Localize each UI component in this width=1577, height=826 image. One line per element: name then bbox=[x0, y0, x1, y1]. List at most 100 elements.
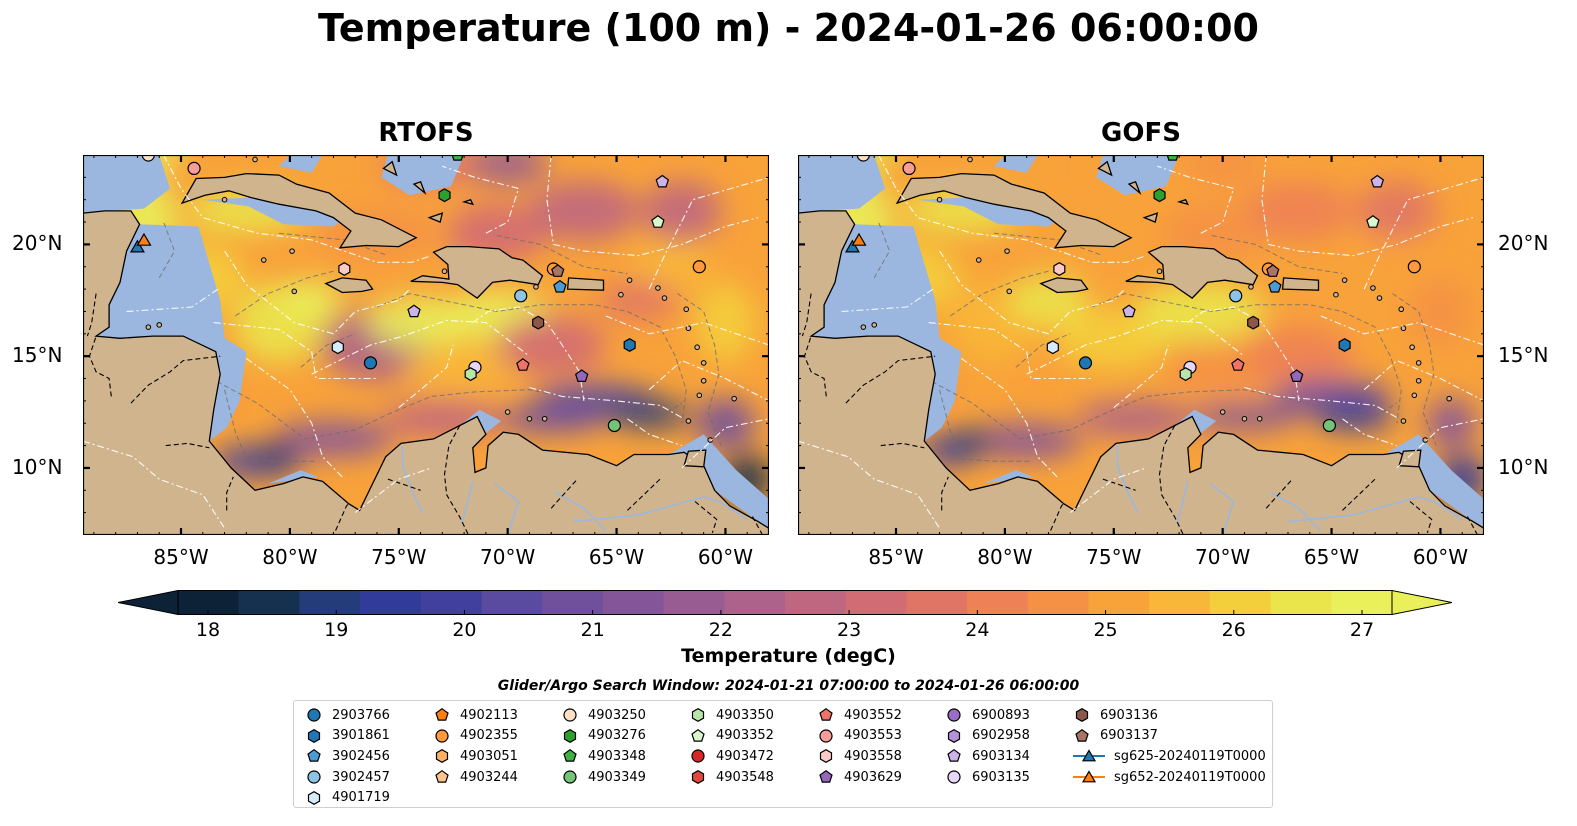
legend-item[interactable]: 4903558 bbox=[816, 746, 902, 767]
legend-marker-shape[interactable] bbox=[819, 708, 833, 721]
legend-marker-shape[interactable] bbox=[307, 728, 321, 743]
legend-marker-shape[interactable] bbox=[1081, 749, 1097, 762]
float-marker-4901719[interactable] bbox=[331, 340, 344, 355]
float-marker-4902355[interactable] bbox=[1407, 260, 1421, 274]
legend-item[interactable]: 4903629 bbox=[816, 767, 902, 788]
float-marker-3902457[interactable] bbox=[514, 289, 528, 303]
float-marker-3902456[interactable] bbox=[553, 279, 567, 293]
legend-item[interactable]: 4903350 bbox=[688, 705, 774, 726]
legend-item[interactable]: 4903553 bbox=[816, 726, 902, 747]
legend-item[interactable]: 3902456 bbox=[304, 746, 390, 767]
float-marker-3902456[interactable] bbox=[1268, 279, 1282, 293]
legend-marker-shape[interactable] bbox=[563, 770, 577, 784]
legend-marker-shape[interactable] bbox=[691, 770, 705, 785]
float-marker-2903766[interactable] bbox=[363, 356, 378, 370]
float-marker-6903137[interactable] bbox=[1266, 264, 1280, 277]
float-marker-4903250[interactable] bbox=[856, 155, 870, 162]
float-marker-sg625-20240119T0000[interactable] bbox=[844, 239, 860, 253]
legend-item[interactable]: 6900893 bbox=[944, 705, 1030, 726]
float-marker-4903552[interactable] bbox=[516, 358, 530, 371]
legend-marker-shape[interactable] bbox=[1075, 728, 1089, 742]
legend-item[interactable]: 4903051 bbox=[432, 746, 518, 767]
legend-item[interactable]: 6903135 bbox=[944, 767, 1030, 788]
float-marker-sg652-20240119T0000[interactable] bbox=[136, 232, 152, 246]
float-marker-6903136[interactable] bbox=[1247, 315, 1260, 330]
legend-marker-shape[interactable] bbox=[307, 749, 321, 763]
legend-marker-shape[interactable] bbox=[307, 708, 321, 722]
float-marker-3902457[interactable] bbox=[1229, 289, 1243, 303]
legend-item[interactable]: 6903137 bbox=[1072, 726, 1266, 747]
legend-item[interactable]: 6903134 bbox=[944, 746, 1030, 767]
float-marker-6903136[interactable] bbox=[532, 315, 545, 330]
legend-marker-shape[interactable] bbox=[691, 749, 705, 764]
legend-item[interactable]: 6902958 bbox=[944, 726, 1030, 747]
float-marker-4903350[interactable] bbox=[464, 367, 477, 382]
float-marker-4903349[interactable] bbox=[607, 418, 621, 433]
float-marker-4903629[interactable] bbox=[574, 369, 589, 382]
float-marker-4903350[interactable] bbox=[1179, 367, 1192, 382]
legend-marker-shape[interactable] bbox=[1075, 708, 1089, 723]
float-marker-4903349[interactable] bbox=[1322, 418, 1336, 433]
float-marker-6903134[interactable] bbox=[1122, 304, 1136, 318]
float-marker-4903553[interactable] bbox=[187, 161, 201, 176]
legend-item[interactable]: 4903552 bbox=[816, 705, 902, 726]
legend-marker-shape[interactable] bbox=[819, 770, 833, 783]
float-marker-6903134[interactable] bbox=[1370, 174, 1385, 188]
legend-item[interactable]: sg625-20240119T0000 bbox=[1072, 746, 1266, 767]
legend-marker-shape[interactable] bbox=[947, 749, 961, 763]
legend-marker-shape[interactable] bbox=[435, 729, 449, 743]
legend-marker-shape[interactable] bbox=[691, 728, 705, 742]
legend-item[interactable]: 4903548 bbox=[688, 767, 774, 788]
map-panel-gofs[interactable] bbox=[798, 155, 1484, 535]
map-panel-rtofs[interactable] bbox=[83, 155, 769, 535]
legend-marker-shape[interactable] bbox=[691, 708, 705, 723]
legend-item[interactable]: 3901861 bbox=[304, 726, 390, 747]
legend-marker-shape[interactable] bbox=[1081, 770, 1097, 783]
legend-marker-shape[interactable] bbox=[307, 790, 321, 805]
float-marker-4903352[interactable] bbox=[651, 215, 665, 228]
legend-item[interactable]: 4903244 bbox=[432, 767, 518, 788]
float-marker-sg625-20240119T0000[interactable] bbox=[129, 239, 145, 253]
legend-marker-shape[interactable] bbox=[563, 708, 577, 722]
legend-marker-shape[interactable] bbox=[435, 708, 449, 721]
float-marker-4903276[interactable] bbox=[1153, 188, 1166, 203]
float-marker-4903553[interactable] bbox=[902, 161, 916, 176]
float-marker-6903134[interactable] bbox=[655, 174, 670, 188]
legend-item[interactable]: 4902113 bbox=[432, 705, 518, 726]
legend-item[interactable]: sg652-20240119T0000 bbox=[1072, 767, 1266, 788]
legend-marker-shape[interactable] bbox=[435, 770, 449, 783]
float-marker-3901861[interactable] bbox=[623, 338, 636, 352]
legend-item[interactable]: 4903250 bbox=[560, 705, 646, 726]
legend-marker-shape[interactable] bbox=[563, 728, 577, 743]
float-marker-4901719[interactable] bbox=[1046, 340, 1059, 355]
legend-item[interactable]: 4903352 bbox=[688, 726, 774, 747]
float-marker-4903558[interactable] bbox=[1053, 262, 1066, 276]
float-marker-4902355[interactable] bbox=[692, 260, 706, 274]
legend-item[interactable]: 2903766 bbox=[304, 705, 390, 726]
legend-marker-shape[interactable] bbox=[819, 749, 833, 764]
legend-item[interactable]: 4903348 bbox=[560, 746, 646, 767]
legend-marker-shape[interactable] bbox=[947, 728, 961, 743]
float-marker-6903134[interactable] bbox=[407, 304, 421, 318]
float-marker-4903348[interactable] bbox=[1166, 155, 1179, 161]
float-marker-4903552[interactable] bbox=[1231, 358, 1245, 371]
legend-item[interactable]: 4903472 bbox=[688, 746, 774, 767]
float-marker-sg652-20240119T0000[interactable] bbox=[851, 232, 867, 246]
float-marker-4903558[interactable] bbox=[338, 262, 351, 276]
legend-item[interactable]: 4903349 bbox=[560, 767, 646, 788]
legend-item[interactable]: 3902457 bbox=[304, 767, 390, 788]
legend-item[interactable]: 4901719 bbox=[304, 787, 390, 808]
legend-marker-shape[interactable] bbox=[819, 729, 833, 743]
float-marker-2903766[interactable] bbox=[1078, 356, 1093, 370]
legend-item[interactable]: 4903276 bbox=[560, 726, 646, 747]
legend-marker-shape[interactable] bbox=[563, 749, 577, 763]
legend-item[interactable]: 4902355 bbox=[432, 726, 518, 747]
legend-marker-shape[interactable] bbox=[307, 770, 321, 784]
float-marker-4903348[interactable] bbox=[451, 155, 464, 161]
float-marker-3901861[interactable] bbox=[1338, 338, 1351, 352]
float-marker-4903352[interactable] bbox=[1366, 215, 1380, 228]
float-marker-4903250[interactable] bbox=[141, 155, 155, 162]
legend-marker-shape[interactable] bbox=[947, 708, 961, 722]
legend-item[interactable]: 6903136 bbox=[1072, 705, 1266, 726]
float-marker-4903276[interactable] bbox=[438, 188, 451, 203]
